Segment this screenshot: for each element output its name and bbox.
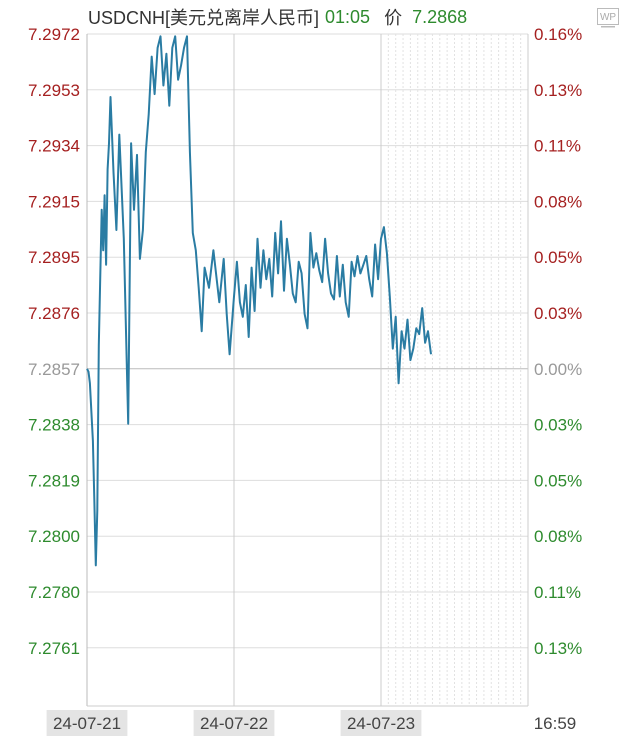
y-tick-label-left: 7.2761 <box>28 639 80 658</box>
time-stamp: 01:05 <box>325 6 371 27</box>
y-tick-label-right: 0.05% <box>534 248 582 267</box>
y-tick-label-left: 7.2972 <box>28 25 80 44</box>
y-tick-label-left: 7.2819 <box>28 471 80 490</box>
y-tick-label-right: 0.08% <box>534 192 582 211</box>
y-tick-label-right: 0.03% <box>534 416 582 435</box>
y-tick-label-left: 7.2934 <box>28 137 80 156</box>
y-tick-label-right: 0.16% <box>534 25 582 44</box>
y-tick-label-left: 7.2915 <box>28 192 80 211</box>
y-tick-label-right: 0.05% <box>534 471 582 490</box>
x-tick-label: 24-07-23 <box>347 714 415 733</box>
y-tick-label-right: 0.03% <box>534 304 582 323</box>
y-tick-label-right: 0.11% <box>534 583 581 602</box>
price-label: 价 <box>384 8 403 28</box>
y-tick-label-left: 7.2895 <box>28 248 80 267</box>
y-tick-label-left: 7.2876 <box>28 304 80 323</box>
y-tick-label-left: 7.2857 <box>28 360 80 379</box>
x-tick-label: 24-07-22 <box>200 714 268 733</box>
symbol-name: USDCNH[美元兑离岸人民币] <box>88 8 320 28</box>
x-tick-label: 24-07-21 <box>53 714 121 733</box>
y-tick-label-right: 0.11% <box>534 137 581 156</box>
y-tick-label-left: 7.2780 <box>28 583 80 602</box>
wp-logo: WP <box>597 8 619 28</box>
y-tick-label-left: 7.2838 <box>28 416 80 435</box>
chart-header: USDCNH[美元兑离岸人民币] 01:05 价 7.2868 <box>88 5 467 29</box>
y-tick-label-left: 7.2953 <box>28 81 80 100</box>
price-line-layer <box>86 35 432 567</box>
label-layer: 7.2972 7.2953 7.2934 7.2915 7.2895 7.2876 7.28… <box>28 25 582 736</box>
x-label-bg <box>340 710 422 736</box>
y-tick-label-right: 0.08% <box>534 527 582 546</box>
price-value: 7.2868 <box>412 6 468 27</box>
x-label-bg <box>46 710 128 736</box>
price-line <box>86 35 432 567</box>
y-tick-label-right: 0.13% <box>534 81 582 100</box>
grid-layer <box>86 33 529 706</box>
wp-logo-text: WP <box>600 12 616 23</box>
x-tick-label: 16:59 <box>534 714 577 733</box>
x-label-bg <box>193 710 275 736</box>
y-tick-label-left: 7.2800 <box>28 527 80 546</box>
y-tick-label-right: 0.13% <box>534 639 582 658</box>
y-tick-label-right: 0.00% <box>534 360 582 379</box>
